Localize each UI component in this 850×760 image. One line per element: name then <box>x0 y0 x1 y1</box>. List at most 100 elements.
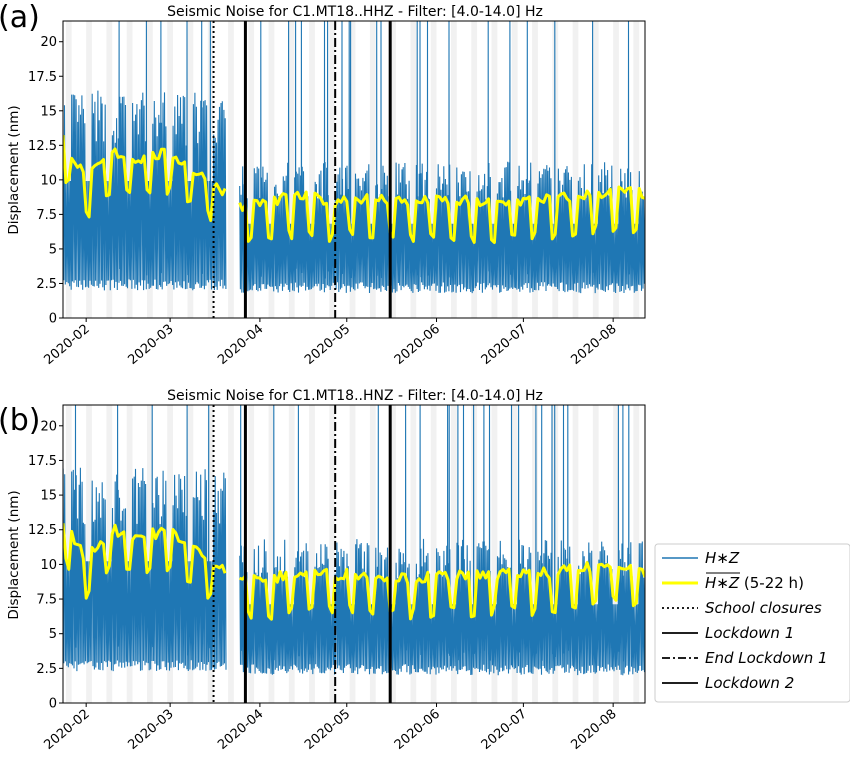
weekend-band <box>390 21 396 318</box>
weekend-band <box>532 405 538 703</box>
legend: H∗Z H∗Z (5-22 h) School closures Lockdown 1… <box>654 543 850 703</box>
weekend-band <box>592 21 599 318</box>
panel-b-plot-area: 0 2.5 5 7.5 10 12.5 15 17.5 20 2020-02 2020-03 2020… <box>28 404 646 753</box>
legend-label: Lockdown 2 <box>705 674 794 692</box>
weekend-band <box>451 405 457 703</box>
weekend-band <box>349 405 356 703</box>
series-hz <box>63 405 645 676</box>
weekend-band <box>248 405 255 703</box>
weekend-band <box>187 405 194 703</box>
weekend-band <box>572 405 579 703</box>
weekend-band <box>329 21 336 318</box>
weekend-band <box>146 21 153 318</box>
weekend-band <box>430 21 437 318</box>
weekend-band <box>268 21 275 318</box>
x-tick-label: 2020-05 <box>302 707 353 753</box>
weekend-band <box>369 21 376 318</box>
legend-label: H∗Z <box>705 549 740 567</box>
weekend-band <box>106 21 113 318</box>
weekend-band <box>390 405 396 703</box>
series-hz-smoothed <box>63 135 645 244</box>
y-tick-label: 15 <box>40 489 57 504</box>
weekend-shading <box>65 21 640 318</box>
series-hz-line <box>63 405 227 672</box>
y-tick-label: 12.5 <box>28 523 57 538</box>
panel-a-letter: (a) <box>0 0 40 35</box>
weekend-band <box>410 21 417 318</box>
weekend-band <box>86 405 92 703</box>
series-hz-smoothed <box>63 523 645 621</box>
weekend-band <box>309 405 315 703</box>
legend-item: H∗Z (5-22 h) <box>662 572 804 592</box>
weekend-band <box>167 21 174 318</box>
series-hz-line <box>239 21 645 294</box>
x-tick-label: 2020-08 <box>568 707 619 753</box>
y-tick-label: 7.5 <box>36 208 57 223</box>
y-tick-label: 17.5 <box>28 454 57 469</box>
weekend-band <box>491 21 498 318</box>
weekend-band <box>633 21 640 318</box>
x-tick-label: 2020-03 <box>125 322 176 368</box>
weekend-band <box>329 405 336 703</box>
panel-b-ylabel: Displacement (nm) <box>6 490 22 619</box>
legend-item: H∗Z <box>662 549 740 567</box>
x-tick-label: 2020-03 <box>125 707 176 753</box>
weekend-band <box>511 405 518 703</box>
x-tick-label: 2020-07 <box>479 707 530 753</box>
weekend-band <box>511 21 518 318</box>
y-tick-label: 17.5 <box>28 70 57 85</box>
weekend-band <box>187 21 194 318</box>
legend-item: End Lockdown 1 <box>662 649 828 667</box>
series-hz-smoothed-line <box>63 523 645 621</box>
weekend-band <box>268 405 275 703</box>
weekend-band <box>126 405 133 703</box>
y-tick-label: 20 <box>40 419 57 434</box>
weekend-band <box>410 405 417 703</box>
legend-item: Lockdown 1 <box>662 624 794 642</box>
y-tick-label: 20 <box>40 35 57 50</box>
weekend-band <box>369 405 376 703</box>
y-tick-label: 15 <box>40 104 57 119</box>
y-tick-label: 10 <box>40 173 57 188</box>
weekend-band <box>248 21 255 318</box>
weekend-band <box>309 21 315 318</box>
x-tick-label: 2020-04 <box>215 707 266 753</box>
weekend-band <box>491 405 498 703</box>
series-hz-smoothed-line <box>63 135 645 244</box>
weekend-band <box>592 405 599 703</box>
y-tick-label: 0 <box>49 312 57 327</box>
weekend-band <box>228 405 234 703</box>
weekend-band <box>228 21 234 318</box>
y-tick-label: 2.5 <box>36 662 57 677</box>
y-tick-label: 5 <box>49 627 57 642</box>
y-tick-label: 0 <box>49 697 57 712</box>
panel-b-title: Seismic Noise for C1.MT18..HNZ - Filter:… <box>167 388 543 404</box>
weekend-band <box>471 21 478 318</box>
weekend-band <box>613 21 619 318</box>
legend-box <box>654 543 850 703</box>
weekend-band <box>532 21 538 318</box>
y-tick-label: 7.5 <box>36 593 57 608</box>
weekend-band <box>451 21 457 318</box>
panel-a-title: Seismic Noise for C1.MT18..HHZ - Filter:… <box>167 4 543 20</box>
x-tick-label: 2020-02 <box>41 707 92 753</box>
weekend-band <box>288 405 295 703</box>
weekend-band <box>572 21 579 318</box>
legend-label: School closures <box>705 599 822 617</box>
y-tick-label: 5 <box>49 242 57 257</box>
legend-item: Lockdown 2 <box>662 674 794 692</box>
x-tick-label: 2020-04 <box>215 322 266 368</box>
x-tick-label: 2020-07 <box>479 322 530 368</box>
x-tick-label: 2020-06 <box>392 707 443 753</box>
weekend-band <box>288 21 295 318</box>
panel-a: (a) Seismic Noise for C1.MT18..HHZ - Fil… <box>0 0 646 368</box>
weekend-band <box>430 405 437 703</box>
weekend-band <box>126 21 133 318</box>
y-tick-label: 2.5 <box>36 277 57 292</box>
legend-label: Lockdown 1 <box>705 624 794 642</box>
legend-label: End Lockdown 1 <box>705 649 828 667</box>
legend-item: School closures <box>662 599 822 617</box>
weekend-band <box>633 405 640 703</box>
x-tick-label: 2020-08 <box>568 322 619 368</box>
